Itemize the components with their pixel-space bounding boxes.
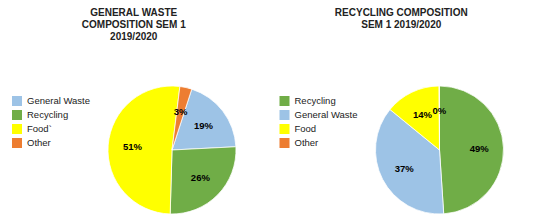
pie-labels: 49% 37% 14%0%	[395, 105, 490, 174]
title-line: 2019/2020	[110, 31, 158, 42]
data-label: 19%	[194, 120, 214, 131]
data-label: 49%	[470, 143, 490, 154]
pie-slice	[172, 86, 192, 150]
legend-swatch	[280, 96, 290, 106]
legend-swatch	[280, 124, 290, 134]
title-line: COMPOSITION SEM 1	[82, 19, 186, 30]
data-label: 51%	[123, 141, 143, 152]
legend-swatch	[280, 110, 290, 120]
pie-slice	[170, 147, 236, 214]
data-label: 26%	[191, 172, 211, 183]
pie-slice	[390, 86, 440, 150]
chart-root: GENERAL WASTECOMPOSITION SEM 12019/2020 1…	[0, 0, 535, 224]
legend: General Waste Recycling Food` Other	[12, 95, 90, 148]
legend-swatch	[12, 138, 22, 148]
legend-label: Other	[295, 137, 319, 148]
legend: Recycling General Waste Food Other	[280, 95, 358, 148]
legend-swatch	[12, 124, 22, 134]
background	[0, 0, 535, 224]
legend-label: Recycling	[27, 109, 68, 120]
data-label: 37%	[395, 163, 415, 174]
data-label: 14%	[413, 109, 433, 120]
pie-panel: RECYCLING COMPOSITIONSEM 1 2019/2020 49% 3…	[280, 7, 504, 214]
title-line: GENERAL WASTE	[90, 7, 177, 18]
legend-swatch	[12, 96, 22, 106]
title-line: SEM 1 2019/2020	[361, 19, 441, 30]
legend-label: General Waste	[295, 109, 358, 120]
chart-title: RECYCLING COMPOSITIONSEM 1 2019/2020	[335, 7, 468, 30]
legend-label: Food	[295, 123, 317, 134]
legend-swatch	[280, 138, 290, 148]
pie-labels: 19% 26% 51% 3%	[123, 106, 214, 183]
pie-slice	[440, 86, 504, 214]
legend-swatch	[12, 110, 22, 120]
title-line: RECYCLING COMPOSITION	[335, 7, 468, 18]
legend-label: Recycling	[295, 95, 336, 106]
data-label: 0%	[433, 105, 447, 116]
legend-label: Other	[27, 137, 51, 148]
legend-label: Food`	[27, 123, 52, 134]
pie-slices	[108, 86, 236, 214]
chart-title: GENERAL WASTECOMPOSITION SEM 12019/2020	[82, 7, 186, 42]
pie-slices	[375, 86, 503, 214]
legend-label: General Waste	[27, 95, 90, 106]
pie-panel: GENERAL WASTECOMPOSITION SEM 12019/2020 1…	[12, 7, 236, 214]
data-label: 3%	[174, 106, 188, 117]
pie-slice	[439, 86, 440, 150]
chart-svg: GENERAL WASTECOMPOSITION SEM 12019/2020 1…	[0, 0, 535, 224]
pie-slice	[108, 86, 180, 214]
